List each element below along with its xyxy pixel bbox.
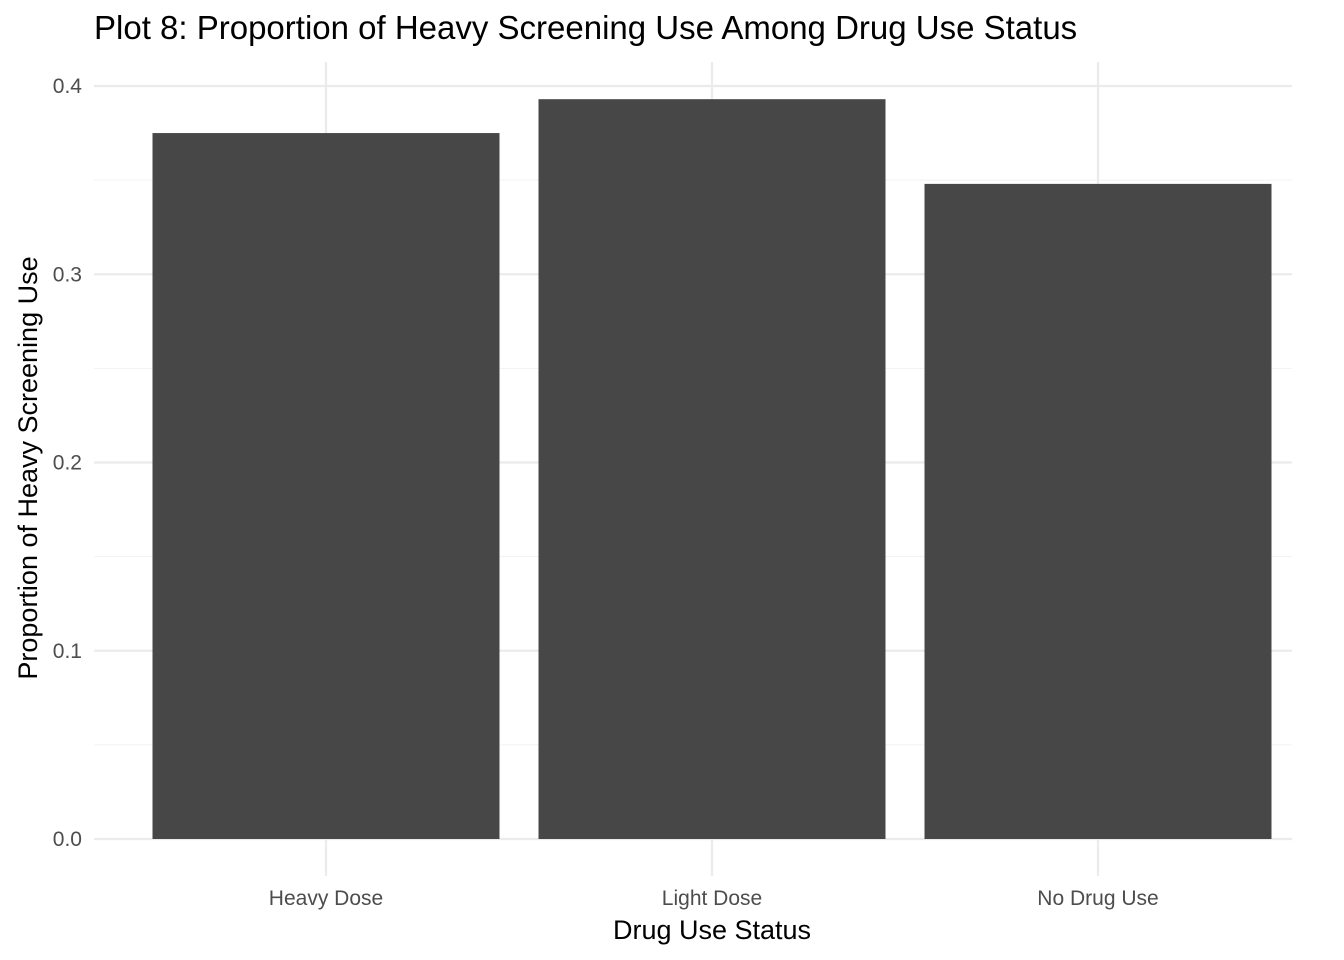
bars: [152, 99, 1272, 840]
y-tick-label: 0.4: [53, 75, 83, 98]
x-axis-title: Drug Use Status: [613, 915, 811, 945]
chart-title: Plot 8: Proportion of Heavy Screening Us…: [94, 9, 1077, 46]
y-tick-label: 0.2: [53, 452, 82, 475]
bar-no-drug-use: [924, 183, 1272, 839]
x-tick-label: Heavy Dose: [269, 887, 383, 910]
bar-heavy-dose: [152, 133, 500, 839]
y-tick-label: 0.1: [53, 640, 82, 663]
bar-light-dose: [538, 99, 886, 840]
y-tick-label: 0.0: [53, 828, 82, 851]
y-axis-ticks: 0.0 0.1 0.2 0.3 0.4: [53, 75, 83, 851]
x-tick-label: No Drug Use: [1037, 887, 1158, 910]
x-axis-ticks: Heavy Dose Light Dose No Drug Use: [269, 887, 1159, 910]
y-tick-label: 0.3: [53, 263, 82, 286]
x-tick-label: Light Dose: [662, 887, 762, 910]
y-axis-title: Proportion of Heavy Screening Use: [13, 256, 43, 679]
